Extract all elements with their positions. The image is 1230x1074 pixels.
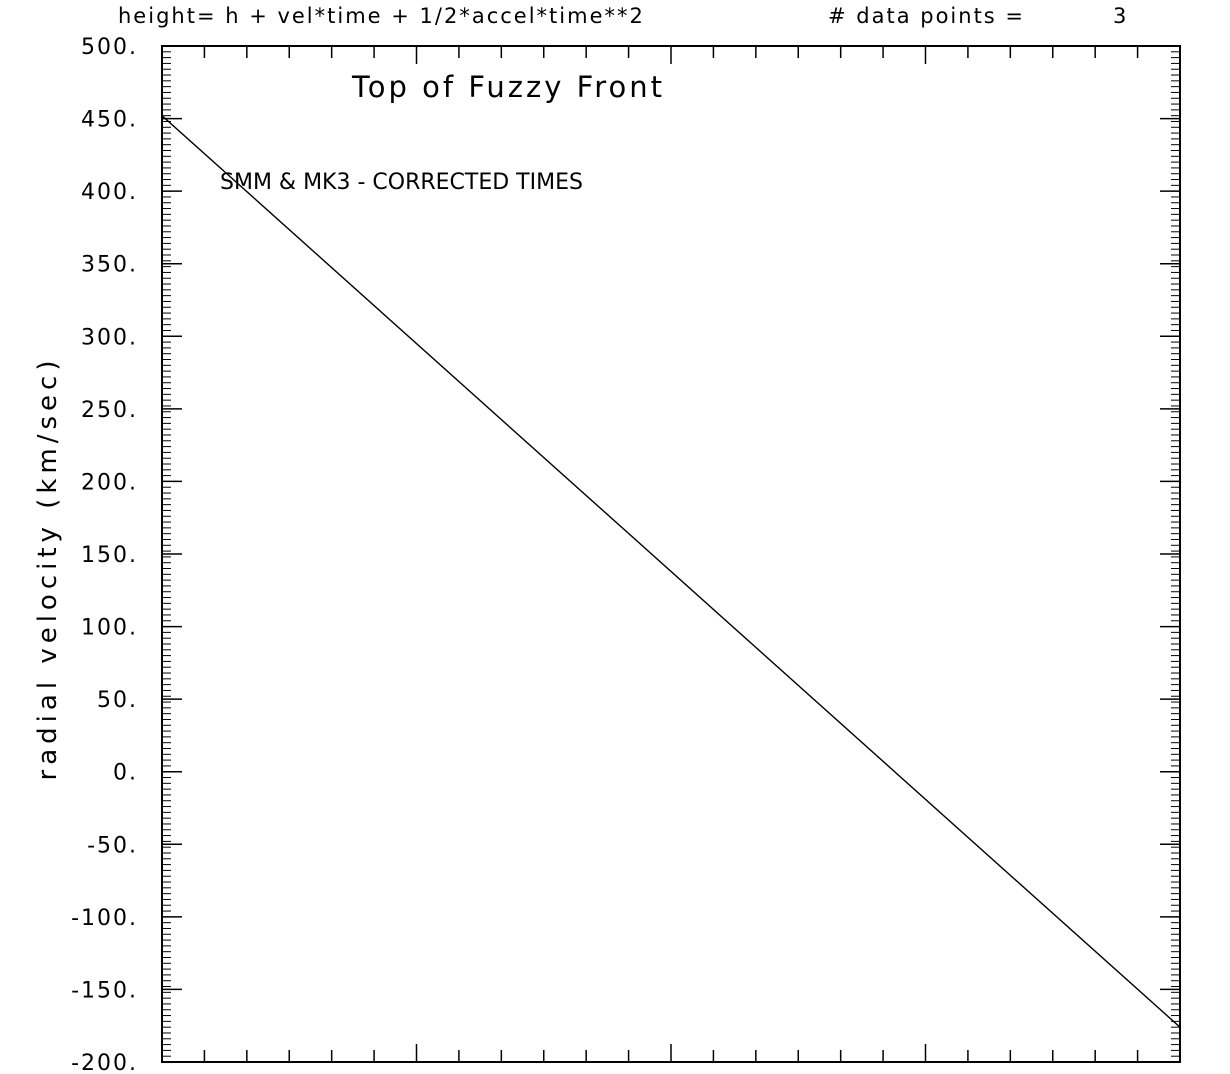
y-tick-label: 450. xyxy=(81,108,138,133)
y-axis-label: radial velocity (km/sec) xyxy=(33,356,63,781)
header-points-label: # data points = xyxy=(828,4,1026,28)
header-equation: height= h + vel*time + 1/2*accel*time**2 xyxy=(118,4,645,28)
y-tick-label: -50. xyxy=(87,833,138,858)
y-tick-label: 50. xyxy=(97,688,138,713)
y-tick-label: 250. xyxy=(81,398,138,423)
y-tick-label: 0. xyxy=(113,761,138,786)
y-tick-label: 400. xyxy=(81,180,138,205)
y-tick-labels: 500. 450. 400. 350. 300. 250. 200. 150. 100. 50. 0… xyxy=(71,35,138,1074)
header-points-value: 3 xyxy=(1113,4,1129,28)
y-tick-label: -200. xyxy=(71,1051,138,1074)
major-ticks xyxy=(162,45,1180,1063)
chart-subtitle: SMM & MK3 - CORRECTED TIMES xyxy=(220,170,583,195)
y-tick-label: 500. xyxy=(81,35,138,60)
y-tick-label: 300. xyxy=(81,325,138,350)
chart-title: Top of Fuzzy Front xyxy=(351,70,665,104)
plot-frame xyxy=(161,45,1181,1063)
series-line xyxy=(161,115,1181,1028)
y-tick-label: -100. xyxy=(71,906,138,931)
y-tick-label: -150. xyxy=(71,978,138,1003)
y-tick-label: 150. xyxy=(81,543,138,568)
y-tick-label: 200. xyxy=(81,470,138,495)
y-tick-label: 350. xyxy=(81,253,138,278)
minor-ticks xyxy=(162,46,1180,1062)
series-layer xyxy=(161,115,1181,1028)
y-tick-label: 100. xyxy=(81,616,138,641)
